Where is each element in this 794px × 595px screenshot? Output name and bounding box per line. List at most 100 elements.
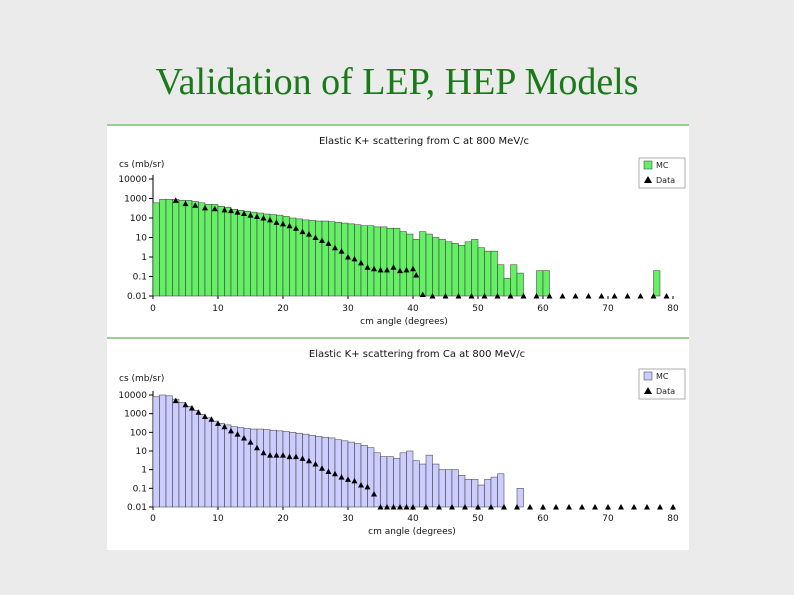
x-axis-label: cm angle (degrees) bbox=[368, 527, 456, 537]
x-tick-label: 70 bbox=[602, 514, 614, 524]
data-point bbox=[358, 482, 364, 488]
mc-bar bbox=[204, 417, 212, 508]
y-tick-label: 1 bbox=[141, 253, 147, 263]
mc-bar bbox=[419, 231, 427, 297]
legend-mc-label: MC bbox=[656, 372, 669, 381]
data-point bbox=[566, 504, 572, 510]
mc-bar bbox=[516, 488, 524, 508]
y-axis-label: cs (mb/sr) bbox=[119, 160, 164, 170]
data-point bbox=[390, 504, 397, 510]
mc-bar bbox=[380, 226, 388, 297]
x-tick-label: 0 bbox=[150, 514, 156, 524]
data-point bbox=[501, 504, 507, 510]
mc-bar bbox=[497, 264, 505, 297]
mc-bar bbox=[282, 216, 290, 297]
data-point bbox=[462, 504, 468, 510]
mc-bar bbox=[360, 445, 368, 508]
mc-bar bbox=[263, 213, 271, 297]
data-point bbox=[280, 220, 286, 227]
y-tick-label: 100 bbox=[130, 428, 147, 438]
data-point bbox=[663, 293, 670, 299]
mc-bar bbox=[393, 458, 401, 508]
chart-title: Elastic K+ scattering from Ca at 800 MeV… bbox=[309, 349, 525, 360]
data-point bbox=[403, 504, 410, 510]
mc-bar bbox=[276, 430, 284, 508]
mc-bar bbox=[217, 206, 225, 297]
data-point bbox=[286, 453, 293, 460]
data-point bbox=[202, 204, 208, 211]
x-tick-label: 50 bbox=[472, 514, 484, 524]
data-point bbox=[488, 504, 494, 510]
mc-bar bbox=[399, 452, 407, 508]
mc-bar bbox=[490, 476, 498, 508]
mc-bar bbox=[328, 221, 336, 297]
data-point bbox=[267, 216, 273, 223]
y-tick-label: 1000 bbox=[124, 195, 147, 205]
mc-bar bbox=[185, 200, 193, 297]
legend-mc-swatch bbox=[643, 371, 653, 381]
chart-title: Elastic K+ scattering from C at 800 MeV/… bbox=[319, 136, 529, 147]
mc-bar bbox=[334, 222, 342, 297]
mc-bar bbox=[432, 237, 440, 297]
data-point bbox=[273, 452, 280, 458]
data-point bbox=[481, 293, 488, 299]
data-point bbox=[384, 266, 390, 273]
mc-bar bbox=[510, 264, 518, 297]
mc-bar bbox=[276, 214, 284, 297]
mc-bar bbox=[451, 243, 459, 297]
slide-title: Validation of LEP, HEP Models bbox=[155, 61, 639, 103]
mc-bar bbox=[198, 202, 206, 297]
mc-bar bbox=[178, 200, 186, 297]
legend-data-marker bbox=[644, 387, 652, 394]
data-point bbox=[637, 293, 644, 299]
x-tick-label: 20 bbox=[277, 304, 289, 314]
y-tick-label: 0.1 bbox=[133, 484, 147, 494]
plot-area: 0.01 0.1 1 10 100 1000 10000 0 10 20 30 40 50 60 70 80 bbox=[118, 391, 679, 524]
x-tick-label: 60 bbox=[537, 304, 549, 314]
data-point bbox=[546, 293, 553, 299]
data-point bbox=[390, 264, 397, 270]
data-point bbox=[605, 504, 611, 510]
data-point bbox=[208, 416, 215, 422]
mc-bar bbox=[484, 479, 492, 508]
mc-bar bbox=[471, 239, 479, 297]
legend: MC Data bbox=[638, 368, 686, 400]
data-point bbox=[254, 213, 260, 219]
mc-bar bbox=[172, 398, 180, 508]
mc-bar bbox=[445, 469, 453, 508]
data-point bbox=[319, 465, 325, 471]
x-tick-label: 80 bbox=[667, 514, 679, 524]
data-point bbox=[514, 504, 520, 510]
data-point bbox=[182, 401, 189, 408]
x-tick-label: 70 bbox=[602, 304, 614, 314]
data-point bbox=[293, 225, 299, 231]
data-point bbox=[579, 504, 585, 510]
mc-bar bbox=[269, 214, 277, 297]
data-point bbox=[442, 293, 449, 299]
legend-data-label: Data bbox=[656, 176, 675, 185]
data-point bbox=[371, 490, 377, 497]
data-point bbox=[234, 209, 241, 215]
mc-bar bbox=[425, 454, 433, 508]
data-point bbox=[280, 452, 286, 458]
data-point bbox=[598, 293, 605, 299]
data-point bbox=[413, 271, 420, 278]
mc-bar bbox=[302, 433, 310, 508]
y-tick-label: 0.1 bbox=[133, 273, 147, 283]
x-tick-label: 80 bbox=[667, 304, 679, 314]
x-tick-label: 40 bbox=[407, 304, 419, 314]
mc-bar bbox=[250, 211, 258, 297]
data-point bbox=[429, 293, 436, 299]
data-point bbox=[332, 244, 338, 251]
mc-bar bbox=[490, 250, 498, 297]
x-tick-label: 30 bbox=[342, 514, 354, 524]
data-point bbox=[670, 504, 676, 510]
mc-bar bbox=[451, 469, 459, 508]
y-tick-label: 1000 bbox=[124, 410, 147, 420]
mc-bar bbox=[159, 199, 167, 297]
chart-top: Elastic K+ scattering from C at 800 MeV/… bbox=[107, 124, 689, 327]
mc-bar bbox=[315, 436, 323, 508]
data-point bbox=[419, 291, 426, 297]
mc-bar bbox=[243, 211, 251, 297]
mc-bar bbox=[503, 278, 511, 297]
